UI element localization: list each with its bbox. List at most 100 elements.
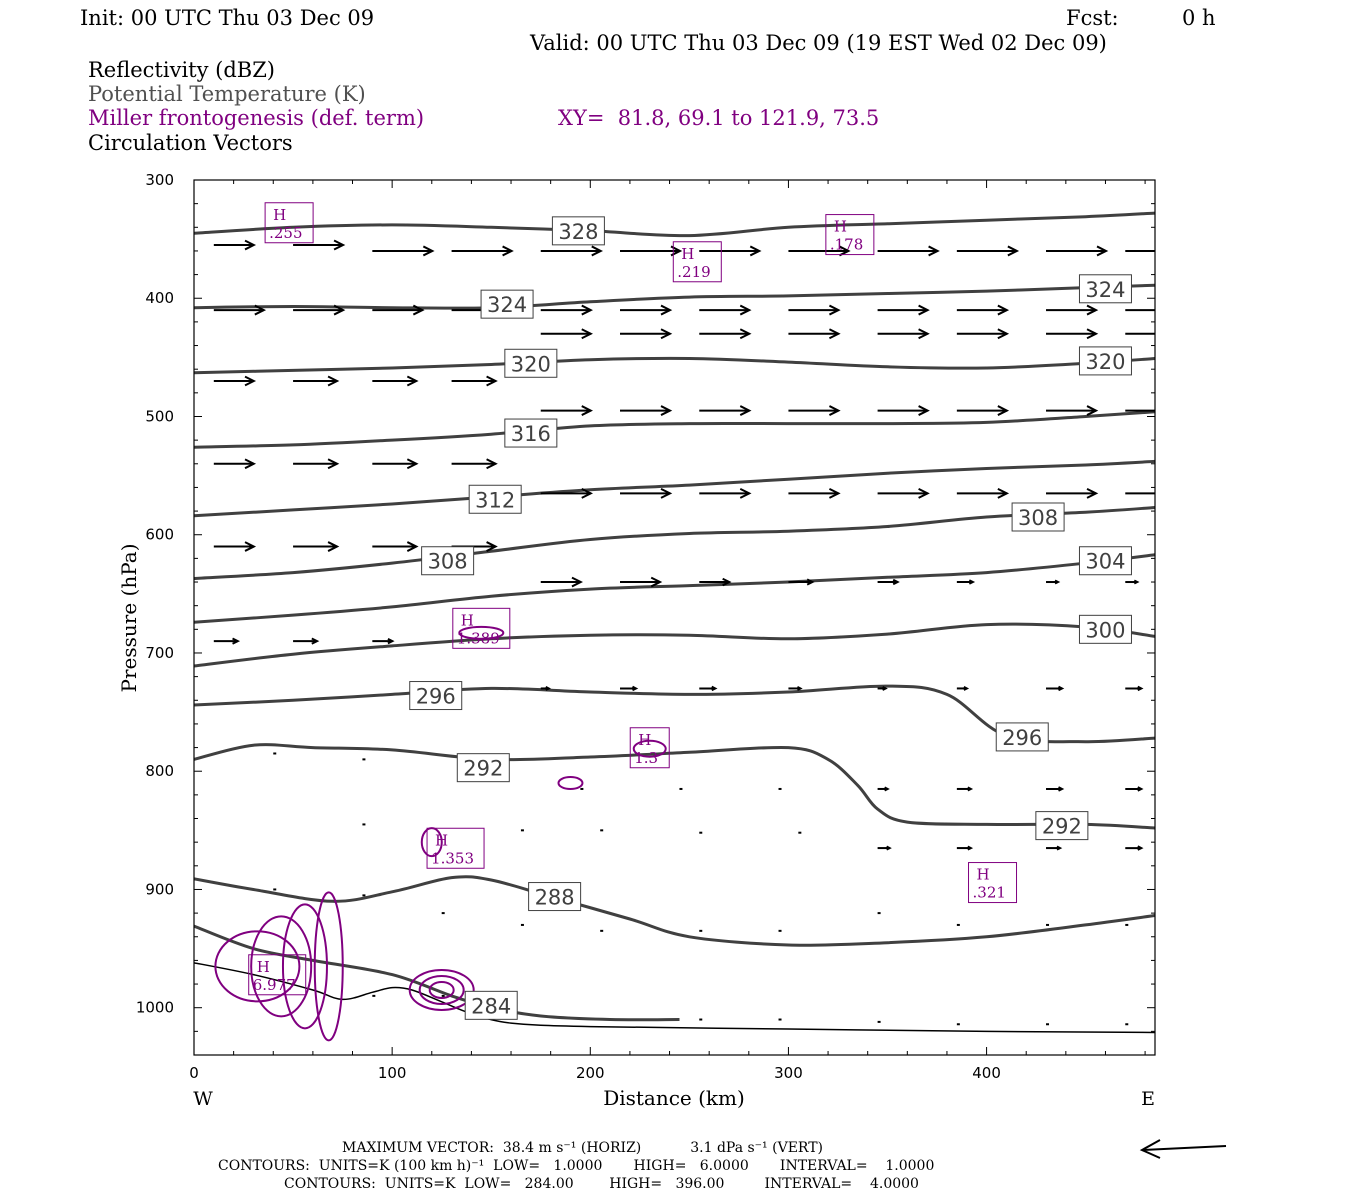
theta-contour-line <box>194 875 1155 947</box>
theta-contour-line <box>194 211 1155 238</box>
circulation-vector <box>877 245 940 257</box>
frontogenesis-high: H.178 <box>825 214 875 256</box>
circulation-vector <box>620 405 673 416</box>
circulation-vector <box>293 304 346 316</box>
circulation-vector <box>1046 245 1109 257</box>
x-axis-east-label: E <box>1141 1088 1155 1110</box>
circulation-vector <box>956 487 1010 499</box>
y-tick-label: 400 <box>145 289 174 307</box>
circulation-vector <box>956 686 970 691</box>
circulation-vector <box>293 637 320 645</box>
circulation-vector <box>956 579 976 585</box>
circulation-vector <box>293 541 340 552</box>
cross-section-xy: XY= 81.8, 69.1 to 121.9, 73.5 <box>558 106 880 130</box>
circulation-vector <box>293 239 346 251</box>
svg-text:312: 312 <box>475 488 515 512</box>
circulation-vector <box>877 686 888 691</box>
theta-contour-label: 304 <box>1078 546 1132 576</box>
circulation-vector <box>1046 487 1099 499</box>
circulation-vector <box>788 328 841 340</box>
frontogenesis-high: H.219 <box>672 241 722 283</box>
circulation-vector <box>788 304 841 316</box>
circulation-vector <box>877 578 900 586</box>
plot-frame <box>193 179 1156 1056</box>
circulation-vector <box>788 487 841 499</box>
y-tick-label: 700 <box>145 644 174 662</box>
circulation-vector <box>620 328 673 340</box>
forecast-hour: 0 h <box>1182 6 1216 30</box>
svg-text:H: H <box>681 245 694 263</box>
circulation-vector <box>540 686 551 691</box>
footer-theta-contours: CONTOURS: UNITS=K LOW= 284.00 HIGH= 396.… <box>284 1176 919 1192</box>
svg-text:296: 296 <box>416 685 456 709</box>
svg-text:308: 308 <box>1018 506 1058 530</box>
circulation-vector <box>293 458 340 470</box>
svg-text:.255: .255 <box>269 224 302 242</box>
circulation-vector <box>451 375 498 387</box>
theta-contour-label: 284 <box>464 990 518 1020</box>
circulation-vector <box>372 541 419 552</box>
svg-text:H: H <box>834 218 847 236</box>
x-axis-west-label: W <box>193 1088 213 1110</box>
svg-text:320: 320 <box>1085 350 1125 374</box>
frontogenesis-contour <box>250 915 313 1018</box>
circulation-vector <box>1125 579 1140 585</box>
frontogenesis-contour <box>458 625 505 640</box>
svg-text:6.977: 6.977 <box>253 976 296 994</box>
theta-contour-label: 292 <box>1035 811 1089 841</box>
theta-contour-label: 320 <box>1078 346 1132 376</box>
svg-text:316: 316 <box>511 422 551 446</box>
frontogenesis-contour <box>418 974 465 1005</box>
frontogenesis-high: H1.3 <box>629 727 670 769</box>
svg-text:292: 292 <box>1042 815 1082 839</box>
frontogenesis-high: H1.353 <box>426 827 485 869</box>
theta-contour-line <box>194 356 1155 375</box>
x-axis-label: Distance (km) <box>603 1086 745 1110</box>
footer-max-vector: MAXIMUM VECTOR: 38.4 m s⁻¹ (HORIZ) 3.1 d… <box>342 1140 824 1156</box>
theta-contour-label: 308 <box>421 546 475 576</box>
svg-text:300: 300 <box>1085 618 1125 642</box>
frontogenesis-contour <box>557 776 584 791</box>
theta-contour-label: 320 <box>504 348 558 378</box>
reference-vector <box>1139 1139 1227 1159</box>
circulation-vector <box>956 245 1020 257</box>
svg-text:320: 320 <box>511 352 551 376</box>
field-reflectivity: Reflectivity (dBZ) <box>88 58 276 82</box>
svg-text:288: 288 <box>535 886 575 910</box>
circulation-vector <box>540 576 583 588</box>
circulation-vector <box>877 845 892 851</box>
valid-time: Valid: 00 UTC Thu 03 Dec 09 (19 EST Wed … <box>530 31 1107 55</box>
circulation-vector <box>540 245 603 257</box>
y-tick-label: 600 <box>145 526 174 544</box>
circulation-vector <box>1125 685 1144 692</box>
svg-text:328: 328 <box>558 220 598 244</box>
y-tick-label: 900 <box>145 880 174 898</box>
circulation-vector <box>1125 409 1155 412</box>
circulation-vector <box>1046 685 1065 692</box>
init-time: Init: 00 UTC Thu 03 Dec 09 <box>80 6 375 30</box>
circulation-vector <box>540 405 593 416</box>
circulation-vector <box>1046 405 1099 416</box>
circulation-vector <box>372 304 425 316</box>
x-tick-label: 400 <box>972 1064 1001 1082</box>
x-tick-label: 100 <box>378 1064 407 1082</box>
circulation-vector <box>1125 249 1155 252</box>
circulation-vector <box>877 304 930 316</box>
svg-text:308: 308 <box>428 550 468 574</box>
circulation-vector <box>620 304 673 316</box>
circulation-vector <box>877 328 930 340</box>
theta-contour-label: 312 <box>468 484 522 514</box>
frontogenesis-contour <box>313 891 344 1042</box>
theta-contour-label: 316 <box>504 418 558 448</box>
theta-contour-line <box>194 506 1155 580</box>
y-tick-label: 500 <box>145 407 174 425</box>
circulation-vector <box>293 375 340 387</box>
y-tick-label: 800 <box>145 762 174 780</box>
svg-text:1.353: 1.353 <box>431 849 474 867</box>
frontogenesis-high: H.255 <box>264 202 314 244</box>
field-miller-frontogenesis: Miller frontogenesis (def. term) <box>88 106 425 130</box>
circulation-vector <box>699 405 752 416</box>
frontogenesis-contour <box>428 980 455 999</box>
circulation-vector <box>1125 492 1155 495</box>
